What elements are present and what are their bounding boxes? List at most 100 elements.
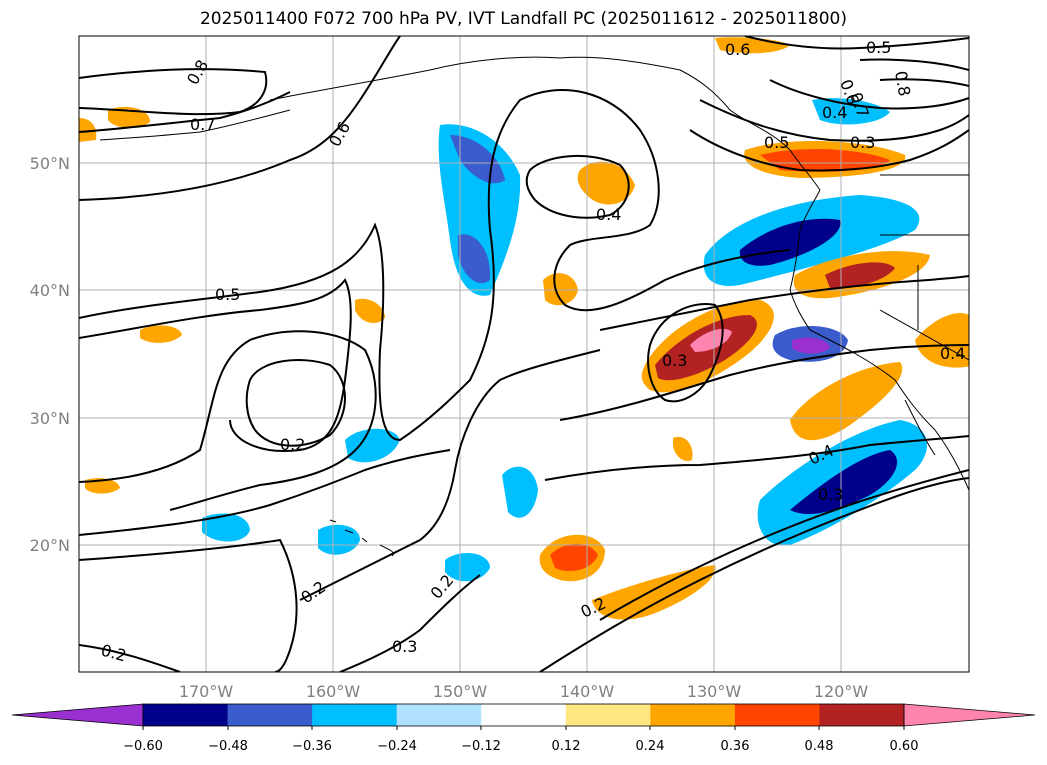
contour-0.2-southwest [79,644,181,672]
contour-label: 0.7 [190,115,215,134]
hawaii-islands [329,519,394,557]
colorbar-tick-label: −0.12 [461,739,501,754]
colorbar-extend-low [11,703,144,727]
contour-label: 0.6 [325,118,354,150]
colorbar-ticks: −0.60 −0.48 −0.36 −0.24 −0.12 0.12 0.24 … [123,739,918,754]
colorbar: −0.60 −0.48 −0.36 −0.24 −0.12 0.12 0.24 … [11,703,1036,754]
shade-orange-socal [790,362,903,441]
shade-red-oregon [825,262,895,289]
lon-tick-label: 140°W [560,682,615,701]
shade-blue-south [445,553,490,582]
colorbar-tick-label: 0.12 [552,739,581,754]
contour-0.2-sw-arc [299,349,601,601]
lat-tick-label: 20°N [30,536,70,555]
colorbar-swatch [396,704,482,726]
contour-0.2-lower-south [79,538,298,672]
lon-tick-labels: 170°W 160°W 150°W 140°W 130°W 120°W [179,682,869,701]
colorbar-swatch [481,704,567,726]
contour-0.3-east-band [599,469,969,621]
coastline-aleutians [99,109,291,141]
contour-0.6-nw [689,129,969,172]
shade-purple-core [792,337,830,354]
colorbar-extend-high [903,703,1036,727]
contour-0.4-east-band [544,435,969,481]
shade-blue-top [812,98,890,125]
coastline-bc [789,189,821,331]
colorbar-swatch [143,704,229,726]
lat-tick-label: 40°N [30,281,70,300]
shade-red-south [550,543,598,572]
contour-label: 0.5 [215,285,240,304]
contour-label: 0.8 [183,56,212,88]
colorbar-swatch [819,704,905,726]
contour-label: 0.4 [596,205,621,224]
contour-label: 0.4 [940,344,965,363]
colorbar-tick-label: −0.36 [292,739,332,754]
lon-tick-label: 130°W [687,682,742,701]
lat-tick-label: 50°N [30,154,70,173]
shade-orange-tail [592,565,716,620]
contour-0.3-ring [79,330,377,511]
colorbar-tick-label: 0.24 [636,739,665,754]
shade-orange-small-1 [355,298,385,324]
contour-label: 0.3 [662,351,687,370]
contour-label: 0.8 [891,69,914,97]
map-plot-area [79,36,969,672]
contour-0.6-north [79,36,401,201]
colorbar-tick-label: −0.48 [208,739,248,754]
shade-medblue-central-mid [458,234,491,284]
lon-tick-label: 170°W [179,682,234,701]
contour-0.5-mid [79,89,791,442]
contour-label: 0.6 [725,40,750,59]
contour-label: 0.3 [850,133,875,152]
contour-0.4-upper-band [559,344,969,421]
contour-0.4-gulf-closed [525,155,630,219]
contour-label: 0.2 [280,435,305,454]
contour-label: 0.4 [822,103,847,122]
contour-0.2-south [79,449,451,536]
contour-0.4-lower [79,278,352,452]
shade-orange-mid [543,273,578,306]
border-states [879,234,969,361]
shade-blue-small [502,466,538,518]
colorbar-swatches [11,703,1036,730]
contour-0.2-closed [245,359,346,447]
shade-darkblue-east-pacific [790,450,898,515]
contour-0.5-upper-band [599,275,969,331]
contour-0.8-west [79,68,268,116]
contour-0.3-ring-east [647,303,724,403]
contour-label: 0.5 [764,133,789,152]
contour-label: 0.3 [818,485,843,504]
coastlines [99,56,969,557]
contour-0.7-west [79,91,291,133]
shade-blue-mid [345,428,400,463]
contour-label: 0.3 [392,637,417,656]
shade-orange-gulf [577,161,635,205]
shade-blue-hawaii [318,524,360,555]
colorbar-tick-label: −0.24 [377,739,417,754]
shade-orange-small-2 [140,325,182,343]
lon-tick-label: 120°W [814,682,869,701]
shade-orange-east-edge [915,312,969,368]
contour-0.7-nw [699,99,969,142]
shading-layer [79,37,969,620]
colorbar-tick-label: 0.36 [721,739,750,754]
map-frame [78,35,970,673]
colorbar-swatch [227,704,313,726]
shade-red-north-coast [760,148,890,172]
shade-orange-small-4 [673,436,693,461]
colorbar-tick-label: −0.60 [123,739,163,754]
contour-0.9-topright [879,78,969,87]
colorbar-tick-label: 0.60 [890,739,919,754]
contour-0.5-top [744,36,969,50]
contour-0.8-topright [859,58,969,71]
shade-blue-west [202,513,250,542]
contour-0.8-nw [769,79,969,110]
lat-tick-labels: 20°N 30°N 40°N 50°N [30,154,70,555]
contour-label: 0.5 [866,38,891,57]
colorbar-swatch [565,704,651,726]
colorbar-swatch [312,704,398,726]
contour-label: 0.2 [99,641,129,666]
coastline-baja [904,399,936,456]
